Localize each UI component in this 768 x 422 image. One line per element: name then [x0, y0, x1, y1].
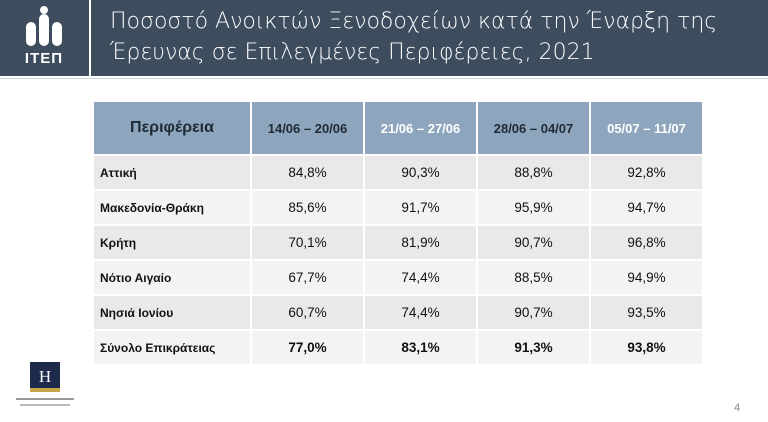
cell-value: 95,9%	[476, 189, 591, 226]
cell-value: 85,6%	[250, 189, 365, 226]
row-label: Μακεδονία-Θράκη	[92, 189, 252, 226]
cell-value: 84,8%	[250, 154, 365, 191]
cell-value: 90,3%	[363, 154, 478, 191]
header-bar: ΙΤΕΠ Ποσοστό Ανοικτών Ξενοδοχείων κατά τ…	[0, 0, 768, 76]
cell-value: 94,7%	[589, 189, 704, 226]
cell-value: 92,8%	[589, 154, 704, 191]
row-label: Σύνολο Επικράτειας	[92, 329, 252, 366]
cell-value: 90,7%	[476, 294, 591, 331]
cell-value: 77,0%	[250, 329, 365, 366]
page-number: 4	[734, 402, 741, 414]
cell-value: 88,5%	[476, 259, 591, 296]
cell-value: 93,5%	[589, 294, 704, 331]
cell-value: 91,7%	[363, 189, 478, 226]
row-label: Αττική	[92, 154, 252, 191]
table-row: Σύνολο Επικράτειας 77,0% 83,1% 91,3% 93,8%	[92, 329, 704, 366]
row-label: Νότιο Αιγαίο	[92, 259, 252, 296]
cell-value: 74,4%	[363, 294, 478, 331]
footer-logo: H	[16, 362, 74, 406]
slide-title: Ποσοστό Ανοικτών Ξενοδοχείων κατά την Έν…	[110, 9, 718, 65]
logo-icon	[26, 6, 62, 46]
table-row: Αττική 84,8% 90,3% 88,8% 92,8%	[92, 154, 704, 191]
cell-value: 81,9%	[363, 224, 478, 261]
logo-text: ΙΤΕΠ	[24, 50, 64, 67]
column-header: Περιφέρεια	[92, 100, 252, 156]
row-label: Κρήτη	[92, 224, 252, 261]
data-table: Περιφέρεια 14/06 – 20/06 21/06 – 27/06 28/0…	[92, 100, 704, 366]
svg-text:H: H	[39, 367, 51, 386]
table-row: Μακεδονία-Θράκη 85,6% 91,7% 95,9% 94,7%	[92, 189, 704, 226]
column-header: 28/06 – 04/07	[476, 100, 591, 156]
cell-value: 90,7%	[476, 224, 591, 261]
separator	[89, 0, 91, 76]
cell-value: 67,7%	[250, 259, 365, 296]
cell-value: 94,9%	[589, 259, 704, 296]
cell-value: 91,3%	[476, 329, 591, 366]
cell-value: 74,4%	[363, 259, 478, 296]
table-row: Νότιο Αιγαίο 67,7% 74,4% 88,5% 94,9%	[92, 259, 704, 296]
column-header: 21/06 – 27/06	[363, 100, 478, 156]
cell-value: 93,8%	[589, 329, 704, 366]
cell-value: 70,1%	[250, 224, 365, 261]
rule	[0, 78, 768, 79]
cell-value: 96,8%	[589, 224, 704, 261]
cell-value: 60,7%	[250, 294, 365, 331]
cell-value: 88,8%	[476, 154, 591, 191]
header-row: Περιφέρεια 14/06 – 20/06 21/06 – 27/06 28/0…	[92, 100, 704, 156]
table-row: Κρήτη 70,1% 81,9% 90,7% 96,8%	[92, 224, 704, 261]
column-header: 05/07 – 11/07	[589, 100, 704, 156]
column-header: 14/06 – 20/06	[250, 100, 365, 156]
cell-value: 83,1%	[363, 329, 478, 366]
table-row: Νησιά Ιονίου 60,7% 74,4% 90,7% 93,5%	[92, 294, 704, 331]
row-label: Νησιά Ιονίου	[92, 294, 252, 331]
